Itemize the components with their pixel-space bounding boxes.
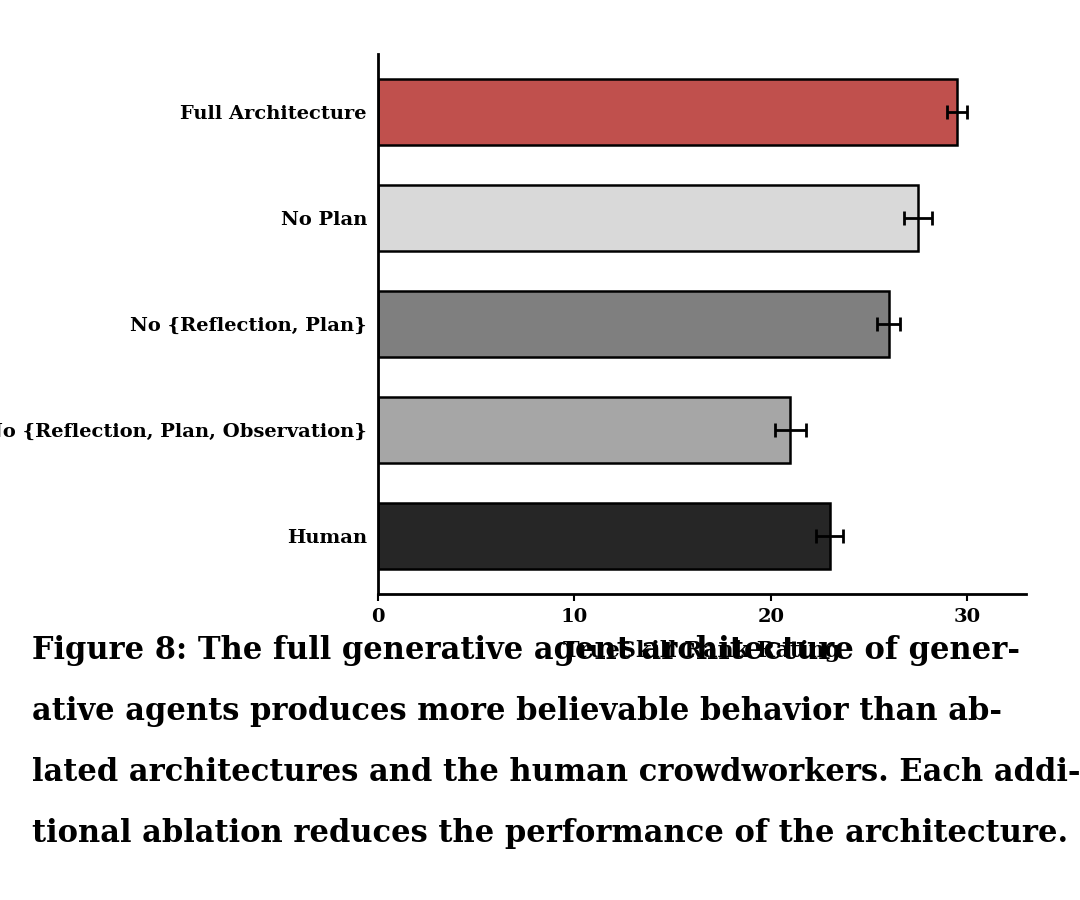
Bar (378, 79, 957, 145)
Bar (378, 503, 829, 569)
Text: Figure 8: The full generative agent architecture of gener-: Figure 8: The full generative agent arch… (32, 634, 1021, 665)
Bar (378, 397, 791, 463)
Bar (378, 185, 918, 251)
X-axis label: TrueSkill Rank Rating: TrueSkill Rank Rating (564, 640, 840, 662)
Text: lated architectures and the human crowdworkers. Each addi-: lated architectures and the human crowdw… (32, 757, 1080, 788)
Text: tional ablation reduces the performance of the architecture.: tional ablation reduces the performance … (32, 818, 1068, 849)
Bar (378, 292, 889, 356)
Text: ative agents produces more believable behavior than ab-: ative agents produces more believable be… (32, 696, 1002, 726)
